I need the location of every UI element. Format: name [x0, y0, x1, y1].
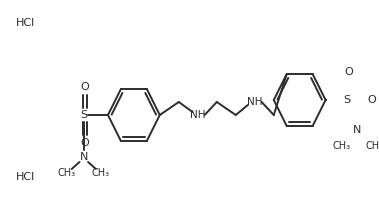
Text: NH: NH: [190, 110, 205, 120]
Text: N: N: [80, 152, 88, 162]
Text: O: O: [344, 67, 353, 77]
Text: HCl: HCl: [16, 18, 35, 28]
Text: O: O: [367, 95, 376, 105]
Text: CH₃: CH₃: [366, 141, 379, 151]
Text: CH₃: CH₃: [92, 168, 110, 178]
Text: S: S: [344, 95, 351, 105]
Text: O: O: [81, 138, 89, 148]
Text: HCl: HCl: [16, 172, 35, 182]
Text: N: N: [353, 125, 362, 135]
Text: O: O: [81, 82, 89, 92]
Text: CH₃: CH₃: [333, 141, 351, 151]
Text: NH: NH: [247, 97, 263, 107]
Text: S: S: [80, 110, 87, 120]
Text: CH₃: CH₃: [58, 168, 75, 178]
